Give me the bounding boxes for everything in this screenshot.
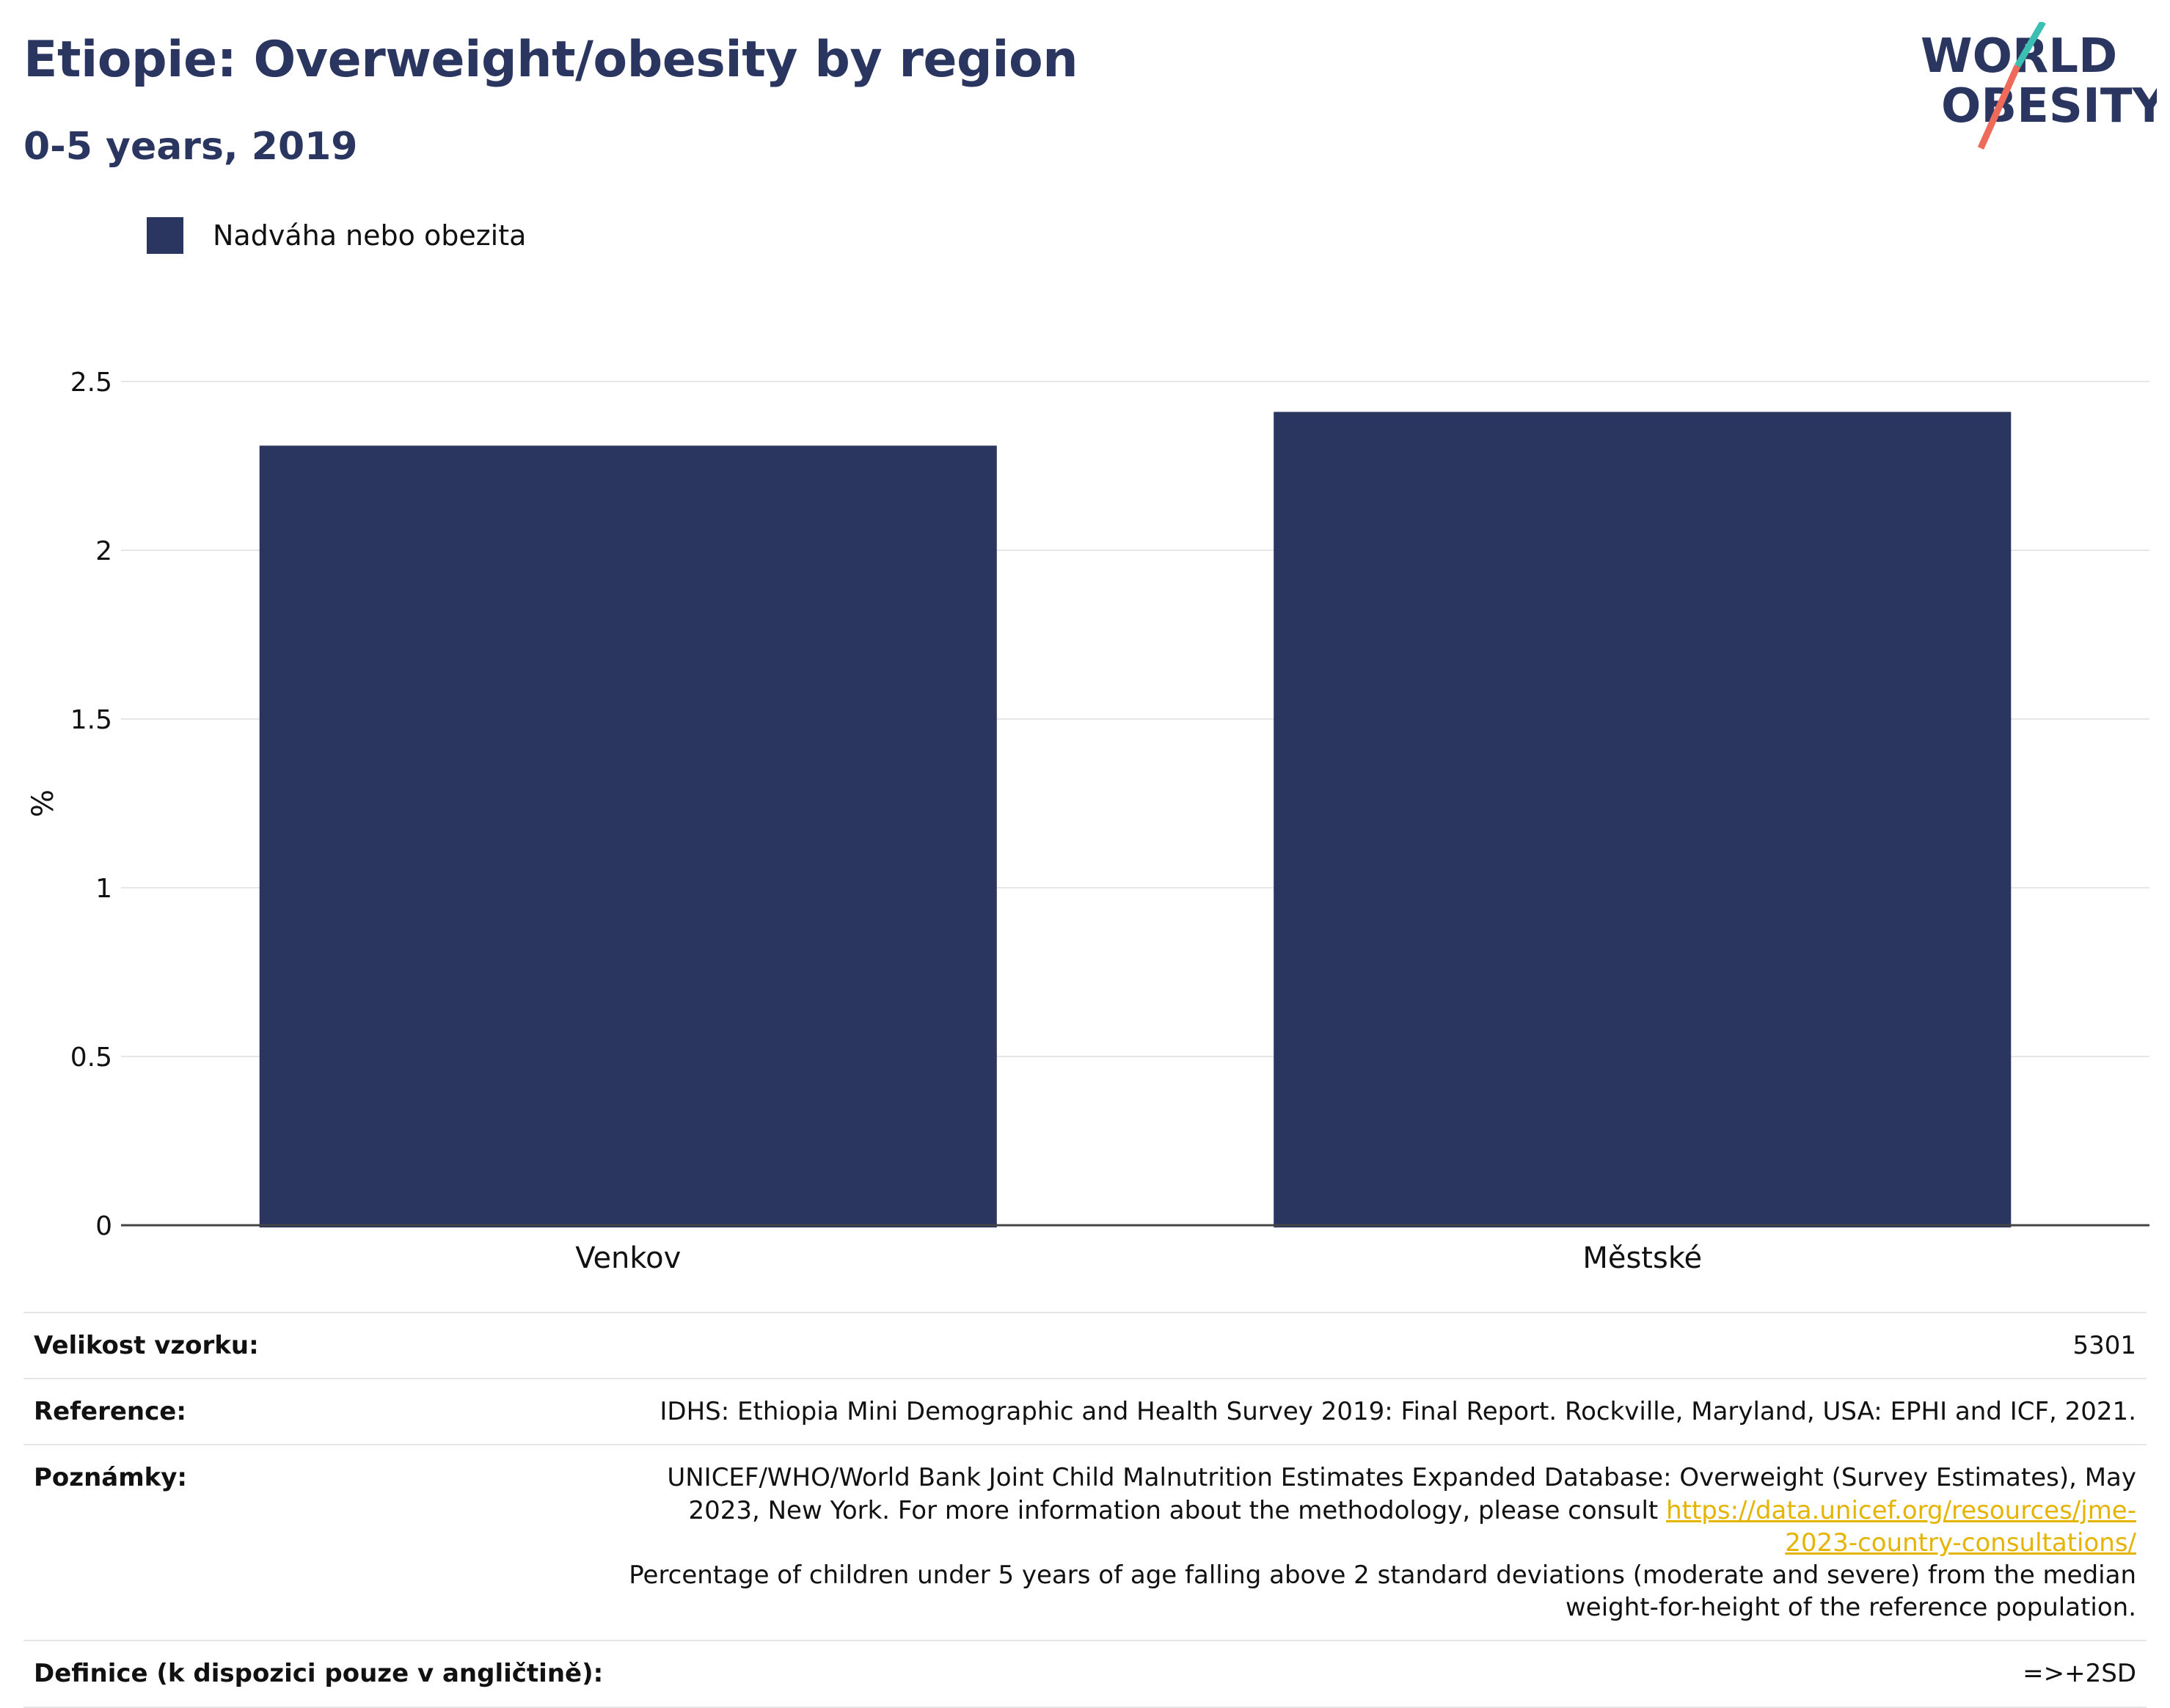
logo-slash-teal — [2014, 22, 2046, 68]
reference-label: Reference: — [23, 1378, 614, 1446]
y-tick-label: 0.5 — [70, 1043, 112, 1073]
reference-value: IDHS: Ethiopia Mini Demographic and Heal… — [613, 1378, 2147, 1446]
info-row-notes: Poznámky: UNICEF/WHO/World Bank Joint Ch… — [23, 1444, 2147, 1642]
legend-swatch — [147, 217, 183, 254]
y-tick-label: 1.5 — [70, 705, 112, 735]
info-table: Velikost vzorku: 5301 Reference: IDHS: E… — [23, 1311, 2147, 1708]
logo-text-obesity: OBESITY — [1941, 79, 2157, 134]
legend-label: Nadváha nebo obezita — [213, 219, 527, 252]
notes-definition-text: Percentage of children under 5 years of … — [629, 1560, 2136, 1623]
logo-text-world: WORLD — [1921, 29, 2117, 84]
world-obesity-logo: WORLD OBESITY — [1921, 22, 2157, 150]
notes-link[interactable]: https://data.unicef.org/resources/jme-20… — [1666, 1495, 2136, 1558]
y-tick-label: 0 — [95, 1211, 112, 1241]
y-tick-label: 1 — [95, 874, 112, 904]
sample-size-label: Velikost vzorku: — [23, 1311, 614, 1380]
logo-slash-coral — [1977, 65, 2021, 150]
y-axis-label: % — [26, 789, 60, 817]
info-row-sample: Velikost vzorku: 5301 — [23, 1311, 2147, 1380]
bar-chart: 0 0.5 1 1.5 2 2.5% Venkov Městské — [26, 368, 2149, 1275]
definition-value: =>+2SD — [613, 1640, 2147, 1708]
sample-size-value: 5301 — [613, 1311, 2147, 1380]
notes-value: UNICEF/WHO/World Bank Joint Child Malnut… — [613, 1444, 2147, 1642]
x-tick-label: Venkov — [575, 1241, 681, 1275]
y-tick-label: 2.5 — [70, 368, 112, 398]
notes-label: Poznámky: — [23, 1444, 614, 1642]
y-tick-label: 2 — [95, 536, 112, 566]
bar-venkov — [259, 445, 997, 1227]
info-row-definition: Definice (k dispozici pouze v angličtině… — [23, 1640, 2147, 1708]
definition-label: Definice (k dispozici pouze v angličtině… — [23, 1640, 614, 1708]
chart-title: Etiopie: Overweight/obesity by region — [23, 31, 1078, 89]
chart-subtitle: 0-5 years, 2019 — [23, 125, 358, 169]
info-row-reference: Reference: IDHS: Ethiopia Mini Demograph… — [23, 1378, 2147, 1446]
x-tick-label: Městské — [1582, 1241, 1702, 1275]
legend: Nadváha nebo obezita — [147, 217, 526, 254]
notes-text: UNICEF/WHO/World Bank Joint Child Malnut… — [667, 1463, 2136, 1525]
bar-mestske — [1274, 412, 2012, 1227]
